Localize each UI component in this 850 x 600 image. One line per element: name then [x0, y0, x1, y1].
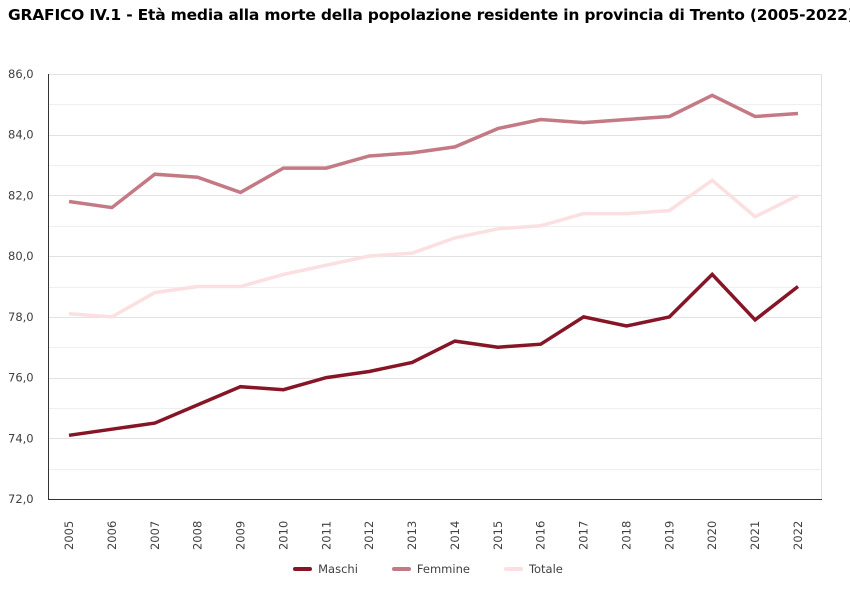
x-tick-label: 2016: [534, 521, 548, 550]
x-tick-label: 2010: [276, 521, 290, 550]
x-tick-label: 2013: [405, 521, 419, 550]
y-tick-label: 72,0: [8, 492, 34, 506]
series-line-totale: [68, 178, 799, 319]
x-tick-label: 2014: [448, 521, 462, 550]
x-tick-label: 2022: [791, 521, 805, 550]
x-tick-label: 2006: [105, 521, 119, 550]
legend-label-maschi: Maschi: [318, 562, 358, 576]
x-tick-label: 2021: [748, 521, 762, 550]
legend-item-totale[interactable]: Totale: [503, 562, 563, 576]
gridlines: [48, 74, 821, 470]
y-tick-label: 74,0: [8, 431, 34, 445]
legend: Maschi Femmine Totale: [0, 562, 850, 576]
legend-swatch-femmine: [391, 567, 411, 571]
x-tick-label: 2011: [319, 521, 333, 550]
plot-frame: [48, 74, 822, 500]
x-tick-label: 2019: [662, 521, 676, 550]
legend-label-femmine: Femmine: [416, 562, 470, 576]
x-tick-label: 2007: [148, 521, 162, 550]
series-lines: [68, 93, 800, 438]
x-tick-label: 2008: [191, 521, 205, 550]
y-tick-label: 82,0: [8, 188, 34, 202]
x-tick-label: 2009: [234, 521, 248, 550]
x-axis-ticks: 2005 2006 2007 2008 2009 2010 2011 2012 2013 2014…: [62, 521, 805, 550]
y-tick-label: 84,0: [8, 128, 34, 142]
legend-swatch-totale: [503, 567, 523, 571]
x-tick-label: 2015: [491, 521, 505, 550]
legend-item-maschi[interactable]: Maschi: [293, 562, 358, 576]
legend-swatch-maschi: [293, 567, 313, 571]
legend-item-femmine[interactable]: Femmine: [391, 562, 470, 576]
y-axis-ticks: 72,0 74,0 76,0 78,0 80,0 82,0 84,0 86,0: [8, 67, 34, 506]
legend-label-totale: Totale: [528, 562, 563, 576]
x-tick-label: 2018: [619, 521, 633, 550]
series-line-femmine: [68, 93, 799, 210]
x-tick-label: 2005: [62, 521, 76, 550]
series-line-maschi: [68, 271, 800, 438]
x-tick-label: 2020: [705, 521, 719, 550]
x-tick-label: 2017: [577, 521, 591, 550]
x-tick-label: 2012: [362, 521, 376, 550]
y-tick-label: 76,0: [8, 371, 34, 385]
y-tick-label: 80,0: [8, 249, 34, 263]
chart-title: GRAFICO IV.1 - Età media alla morte dell…: [8, 6, 850, 24]
y-tick-label: 86,0: [8, 67, 34, 81]
y-tick-label: 78,0: [8, 310, 34, 324]
